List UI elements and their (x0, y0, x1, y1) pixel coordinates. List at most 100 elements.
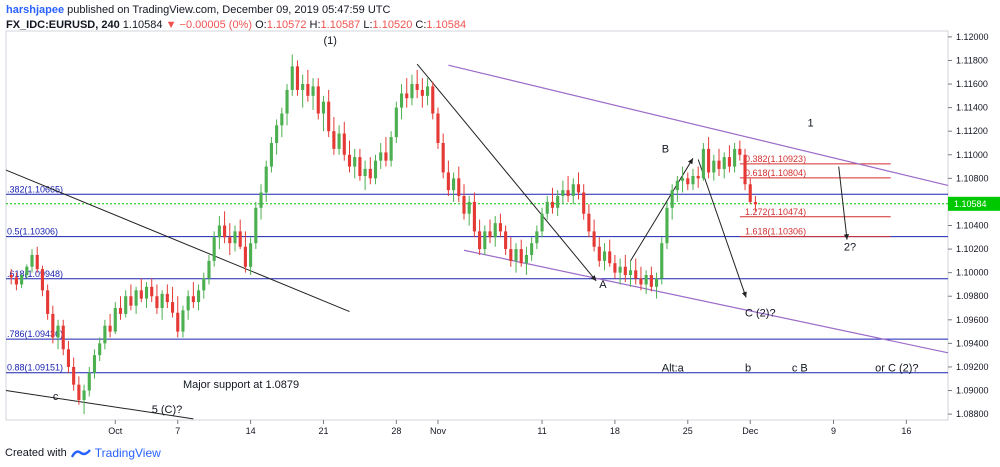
y-tick-label: 1.09800 (956, 291, 989, 301)
x-tick-label: 7 (175, 426, 180, 436)
candle-body (550, 201, 555, 208)
tradingview-brand[interactable]: TradingView (94, 446, 161, 460)
candle-body (493, 223, 497, 238)
candle-body (113, 308, 117, 332)
candle-body (441, 142, 445, 173)
y-tick-label: 1.09600 (956, 315, 989, 325)
wave-annotation: (1) (323, 35, 336, 47)
candle-body (478, 231, 482, 250)
plot-frame (5, 30, 949, 421)
candle-body (660, 243, 664, 279)
candle-body (571, 184, 575, 197)
candle-body (420, 89, 424, 96)
candle-body (691, 175, 695, 185)
y-tick-label: 1.10200 (956, 244, 989, 254)
candle-body (56, 325, 60, 338)
candle-body (696, 175, 700, 179)
x-tick-label: 28 (391, 426, 401, 436)
candle-body (249, 243, 253, 267)
support-trend-line (5, 390, 194, 420)
wave-annotation: 2? (844, 241, 856, 253)
last-price-tag (948, 196, 1000, 211)
candle-body (415, 84, 419, 90)
candle-body (92, 355, 97, 373)
candle-body (342, 133, 346, 155)
candle-body (217, 225, 221, 238)
y-tick-label: 1.11200 (956, 126, 988, 136)
candle-body (61, 325, 65, 350)
y-tick-label: 1.11400 (956, 103, 988, 113)
candle-body (519, 249, 523, 264)
x-tick-label: 25 (683, 426, 693, 436)
y-tick-label: 1.10000 (956, 268, 989, 278)
candle-body (483, 231, 487, 250)
candle-body (545, 201, 549, 214)
candle-body (150, 286, 154, 297)
candle-body (207, 260, 211, 279)
candle-body (727, 157, 731, 167)
candle-body (738, 148, 742, 155)
candle-body (295, 66, 300, 90)
candle-body (686, 178, 690, 185)
candle-body (181, 310, 185, 332)
wave-c-arrow-head (741, 291, 747, 298)
candle-body (197, 290, 201, 303)
y-tick-label: 1.09000 (956, 386, 989, 396)
x-tick-label: 14 (246, 426, 256, 436)
fib-level-label: .618(1.09948) (7, 269, 63, 279)
candle-body (233, 231, 237, 244)
candle-body (498, 223, 502, 232)
candle-body (124, 296, 128, 314)
candle-body (353, 157, 357, 167)
candle-body (170, 302, 175, 313)
candle-body (285, 89, 289, 114)
channel-lower-line (463, 249, 949, 354)
candle-body (269, 142, 273, 167)
created-with-text: Created with (5, 447, 67, 459)
candle-body (108, 325, 112, 332)
wave-annotation: or C (2)? (875, 363, 918, 375)
candle-body (509, 249, 513, 261)
channel-upper-line (448, 64, 949, 187)
candle-body (243, 246, 247, 267)
candle-body (472, 201, 476, 232)
y-tick-label: 1.11000 (956, 150, 988, 160)
fib-level-label: 0.88(1.09151) (7, 363, 63, 373)
candle-body (82, 390, 86, 400)
candle-body (514, 249, 518, 261)
y-tick-label: 1.10400 (956, 221, 989, 231)
wave-2-arrow (838, 166, 848, 240)
candle-body (332, 131, 336, 149)
candle-body (576, 184, 581, 193)
candle-body (46, 290, 50, 314)
candle-body (98, 343, 102, 356)
candle-body (155, 296, 159, 309)
x-tick-label: 18 (610, 426, 620, 436)
candle-body (264, 166, 268, 193)
candle-body (306, 84, 310, 96)
x-tick-label: Nov (430, 426, 447, 436)
author-link[interactable]: harshjapee (6, 4, 65, 16)
candle-body (373, 160, 378, 179)
x-tick-label: 9 (831, 426, 836, 436)
wave-c-arrow (697, 159, 747, 298)
wave-annotation: c B (792, 363, 808, 375)
candle-body (238, 231, 242, 247)
candle-body (608, 251, 612, 264)
candle-body (384, 152, 388, 161)
fib-level-label: .382(1.10665) (7, 184, 63, 194)
candle-body (301, 84, 305, 90)
wave-a-arrow (416, 63, 597, 282)
candle-body (35, 254, 39, 270)
candle-body (613, 263, 617, 273)
x-tick-label: 16 (901, 426, 911, 436)
candle-body (467, 201, 471, 214)
candle-body (670, 190, 674, 208)
wave-2-arrow-head (843, 233, 850, 240)
candle-body (191, 296, 195, 303)
candle-body (446, 172, 450, 191)
candle-body (25, 266, 29, 276)
close-value: 1.10584 (426, 19, 467, 31)
candle-body (389, 137, 393, 161)
